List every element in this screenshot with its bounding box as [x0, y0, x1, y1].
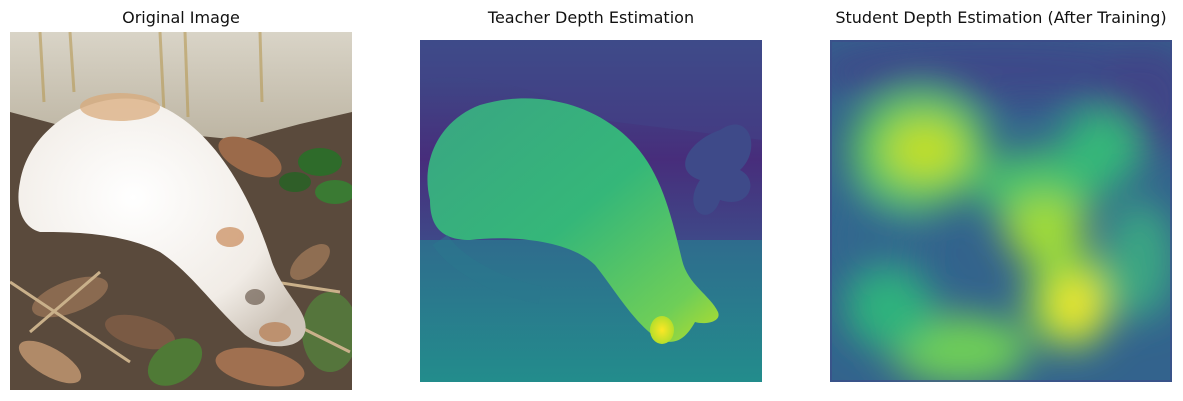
- panel-title-student: Student Depth Estimation (After Training…: [835, 8, 1167, 27]
- student-depth-map: [830, 40, 1172, 382]
- panel-title-original: Original Image: [122, 8, 240, 27]
- panel-title-teacher: Teacher Depth Estimation: [487, 8, 695, 27]
- teacher-depth-map: [420, 40, 762, 382]
- original-image: [10, 32, 352, 390]
